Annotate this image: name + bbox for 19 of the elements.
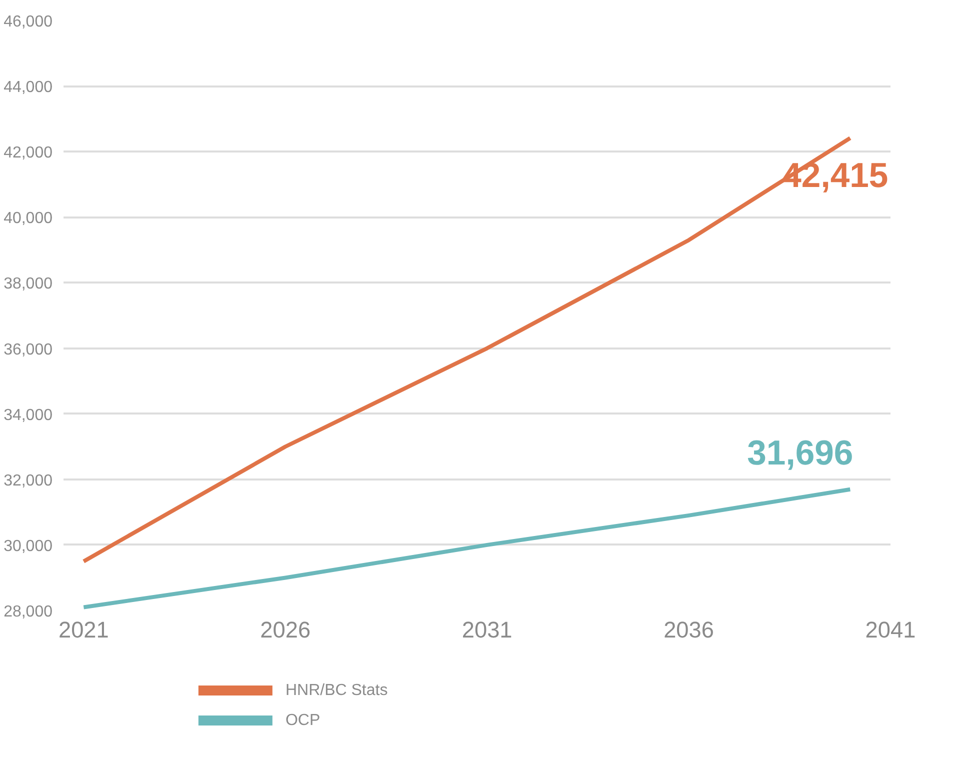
y-tick-label: 34,000 — [4, 406, 53, 424]
y-tick-label: 44,000 — [4, 79, 53, 96]
y-tick-label: 36,000 — [4, 341, 53, 358]
data-label: 31,696 — [747, 434, 854, 472]
y-tick-label: 30,000 — [4, 538, 53, 555]
legend-label: OCP — [285, 712, 320, 729]
x-tick-label: 2041 — [865, 616, 916, 642]
x-tick-label: 2036 — [664, 616, 714, 642]
x-tick-label: 2021 — [58, 616, 109, 642]
y-tick-label: 40,000 — [4, 210, 53, 228]
y-tick-label: 32,000 — [4, 472, 53, 490]
y-tick-label: 42,000 — [4, 144, 53, 162]
legend-label: HNR/BC Stats — [285, 682, 388, 699]
y-tick-label: 38,000 — [4, 276, 53, 293]
x-tick-label: 2031 — [462, 616, 512, 642]
line-series — [82, 487, 852, 610]
y-tick-label: 46,000 — [4, 14, 53, 30]
y-tick-label: 28,000 — [4, 604, 53, 620]
x-tick-label: 2026 — [260, 616, 311, 642]
